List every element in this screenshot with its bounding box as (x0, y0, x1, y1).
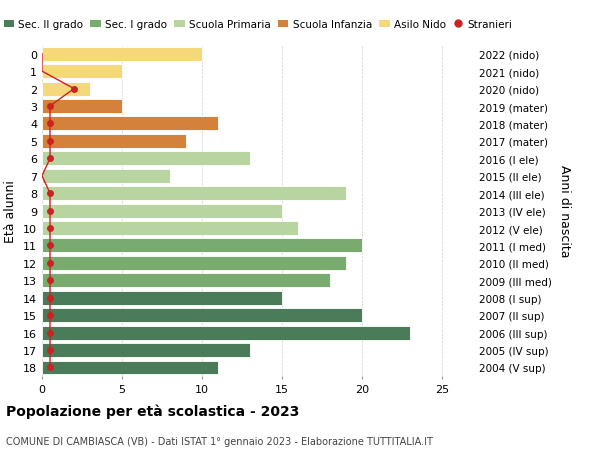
Y-axis label: Anni di nascita: Anni di nascita (558, 165, 571, 257)
Bar (42, 48, 202, 62)
Y-axis label: Età alunni: Età alunni (4, 180, 17, 242)
Bar (42, 274, 330, 288)
Bar (42, 204, 282, 218)
Bar (42, 134, 186, 149)
Bar (42, 187, 346, 201)
Bar (42, 361, 218, 375)
Bar (42, 65, 122, 79)
Bar (42, 239, 362, 253)
Bar (42, 152, 250, 166)
Bar (42, 343, 250, 357)
Bar (42, 117, 218, 131)
Bar (42, 308, 362, 323)
Bar (42, 257, 346, 270)
Bar (42, 83, 90, 96)
Bar (42, 100, 122, 114)
Bar (42, 169, 170, 183)
Bar (42, 326, 410, 340)
Bar (42, 291, 282, 305)
Text: COMUNE DI CAMBIASCA (VB) - Dati ISTAT 1° gennaio 2023 - Elaborazione TUTTITALIA.: COMUNE DI CAMBIASCA (VB) - Dati ISTAT 1°… (6, 436, 433, 446)
Text: Popolazione per età scolastica - 2023: Popolazione per età scolastica - 2023 (6, 404, 299, 419)
Bar (42, 222, 298, 235)
Legend: Sec. II grado, Sec. I grado, Scuola Primaria, Scuola Infanzia, Asilo Nido, Stran: Sec. II grado, Sec. I grado, Scuola Prim… (0, 16, 517, 34)
